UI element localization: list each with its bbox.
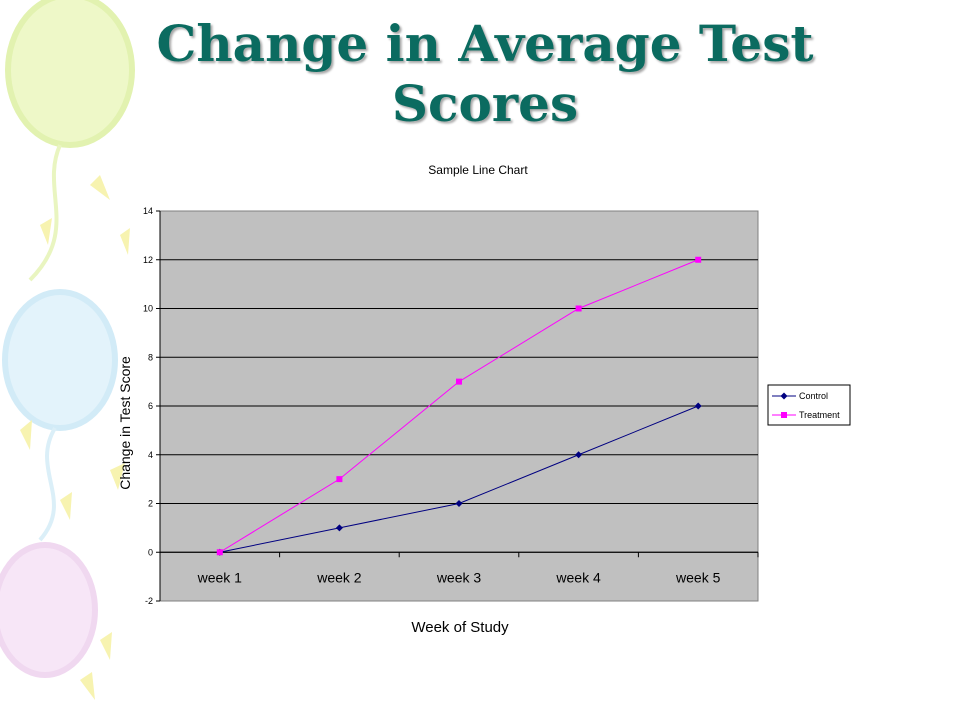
treatment-data-point [575,305,582,312]
y-axis-ticks: -2 0 2 4 6 8 10 12 14 [143,206,161,606]
control-data-point [455,500,463,507]
y-tick-label: 6 [148,401,153,411]
series-layer [216,256,702,556]
chart-legend: Control Treatment [767,384,851,426]
green-balloon-icon [5,0,135,148]
slide-title: Change in Average Test Scores [156,14,814,133]
series-control [216,402,702,556]
x-tick-label: week 1 [197,569,243,585]
y-tick-label: 14 [143,206,153,216]
y-tick-label: 10 [143,304,153,314]
legend-box [767,384,851,426]
pink-balloon-icon [0,542,98,678]
control-data-point [575,451,583,459]
series-treatment [216,256,702,556]
y-tick-label: 0 [148,547,153,557]
treatment-data-point [456,378,462,385]
x-tick-label: week 3 [436,569,482,585]
x-tick-label: week 2 [316,569,362,585]
y-tick-label: 8 [148,352,153,362]
chart-title: Sample Line Chart [428,163,528,177]
confetti-decoration [20,175,130,700]
blue-balloon-string [38,426,57,542]
plot-area [159,210,759,602]
control-data-point [694,402,702,410]
legend-marker [780,392,788,400]
green-balloon-string [28,144,62,282]
blue-balloon-icon [2,289,118,431]
x-axis-ticks: week 1 week 2 week 3 week 4 week 5 [159,551,759,585]
legend-marker [781,412,787,418]
legend-label-treatment: Treatment [799,410,840,420]
treatment-data-point [695,256,702,263]
y-tick-label: 12 [143,255,153,265]
treatment-data-point [216,549,223,556]
control-data-point [335,524,343,532]
y-tick-label: 2 [148,499,153,509]
y-tick-label: -2 [145,596,153,606]
treatment-data-point [336,476,343,483]
legend-label-control: Control [799,391,828,401]
y-tick-label: 4 [148,450,153,460]
x-tick-label: week 4 [555,569,601,585]
y-axis-label: Change in Test Score [117,356,133,490]
x-tick-label: week 5 [675,569,721,585]
x-axis-label: Week of Study [411,619,509,636]
